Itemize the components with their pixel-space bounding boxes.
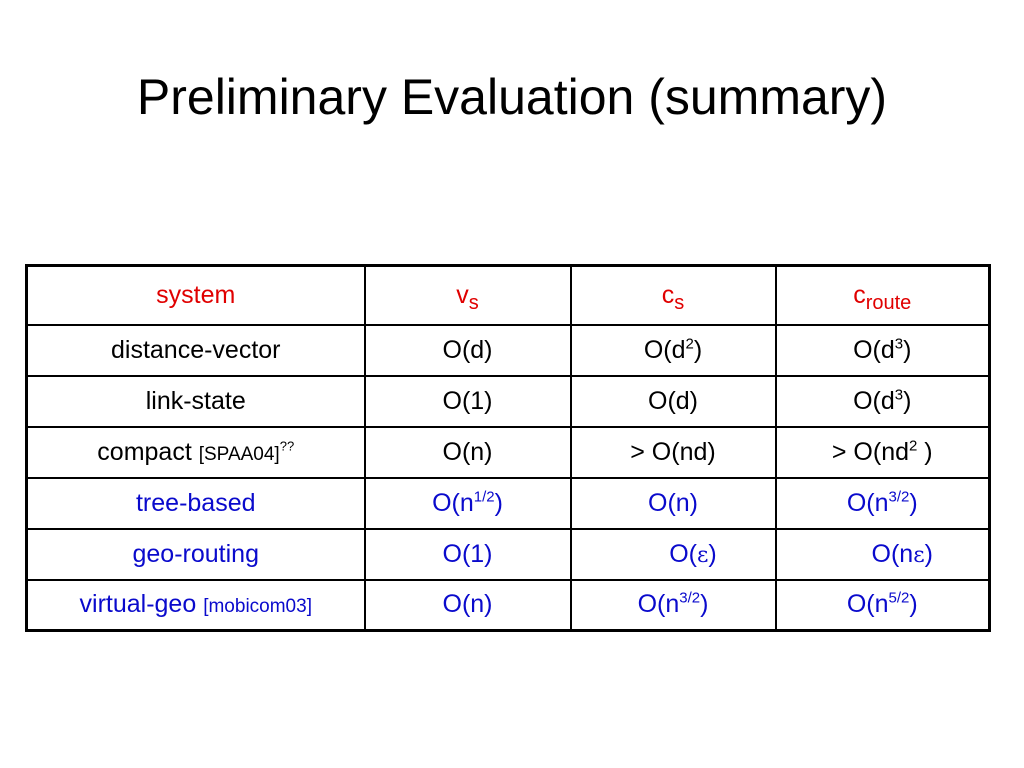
header-cs: cs	[569, 264, 777, 326]
reference-tag: [mobicom03]	[203, 596, 312, 618]
header-croute: croute	[774, 264, 991, 326]
system-cell: geo-routing	[25, 527, 366, 581]
summary-table: system vs cs croute distance-vector O(d)…	[25, 264, 991, 632]
table-row: tree-based O(n1/2) O(n) O(n3/2)	[25, 476, 991, 530]
table-row: link-state O(1) O(d) O(d3)	[25, 374, 991, 428]
system-cell: tree-based	[25, 476, 366, 530]
croute-cell: O(d3)	[774, 323, 991, 377]
vs-cell: O(1)	[363, 527, 572, 581]
epsilon-symbol: ε	[913, 542, 925, 568]
system-cell: link-state	[25, 374, 366, 428]
croute-cell: O(n3/2)	[774, 476, 991, 530]
cs-cell: > O(nd)	[569, 425, 777, 479]
croute-cell: O(nε)	[774, 527, 991, 581]
table-row: geo-routing O(1) O(ε) O(nε)	[25, 527, 991, 581]
vs-cell: O(1)	[363, 374, 572, 428]
table-header-row: system vs cs croute	[25, 264, 991, 326]
vs-cell: O(n)	[363, 425, 572, 479]
header-vs: vs	[363, 264, 572, 326]
system-cell: compact [SPAA04]??	[25, 425, 366, 479]
system-cell: virtual-geo [mobicom03]	[25, 578, 366, 632]
table-row: distance-vector O(d) O(d2) O(d3)	[25, 323, 991, 377]
vs-cell: O(d)	[363, 323, 572, 377]
cs-cell: O(d)	[569, 374, 777, 428]
system-cell: distance-vector	[25, 323, 366, 377]
header-system: system	[25, 264, 366, 326]
cs-cell: O(d2)	[569, 323, 777, 377]
croute-cell: > O(nd2 )	[774, 425, 991, 479]
table-row: compact [SPAA04]?? O(n) > O(nd) > O(nd2 …	[25, 425, 991, 479]
cs-cell: O(n3/2)	[569, 578, 777, 632]
table-row: virtual-geo [mobicom03] O(n) O(n3/2) O(n…	[25, 578, 991, 632]
croute-cell: O(d3)	[774, 374, 991, 428]
reference-tag: [SPAA04]	[198, 443, 280, 465]
vs-cell: O(n1/2)	[363, 476, 572, 530]
cs-cell: O(n)	[569, 476, 777, 530]
vs-cell: O(n)	[363, 578, 572, 632]
cs-cell: O(ε)	[569, 527, 777, 581]
croute-cell: O(n5/2)	[774, 578, 991, 632]
epsilon-symbol: ε	[697, 542, 709, 568]
slide-title: Preliminary Evaluation (summary)	[136, 69, 888, 125]
